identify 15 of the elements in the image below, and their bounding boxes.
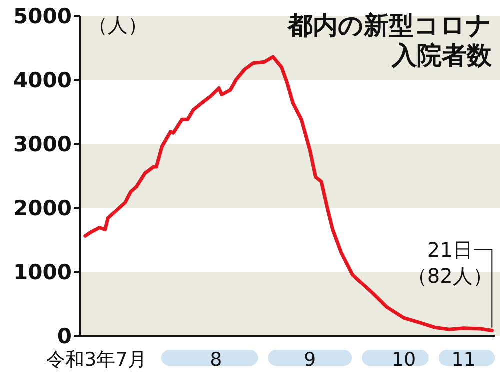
x-tick-label: 8 [210,349,222,371]
annotation: （82人） [407,264,493,288]
y-tick-label: 0 [57,324,72,349]
x-tick-label: 令和3年7月 [46,349,147,371]
y-tick-label: 1000 [14,260,72,285]
annotation: 21日 [427,238,473,262]
chart-title: 都内の新型コロナ入院者数 [287,11,493,70]
y-tick-label: 5000 [14,4,72,29]
y-tick-label: 3000 [14,132,72,157]
x-tick-label: 11 [452,349,476,371]
y-tick-label: 2000 [14,196,72,221]
x-tick-label: 9 [304,349,316,371]
y-axis-title: （人） [88,13,148,37]
y-tick-label: 4000 [14,68,72,93]
x-tick-label: 10 [392,349,416,371]
